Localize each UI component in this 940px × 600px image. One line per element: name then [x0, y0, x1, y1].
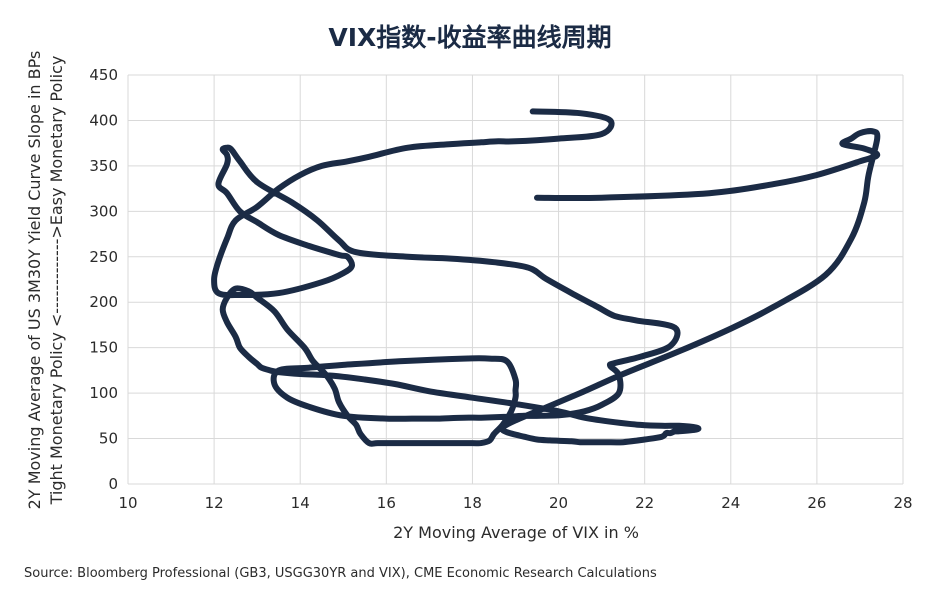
x-tick-label: 20 [549, 494, 568, 512]
vix-yield-curve-cycle-line [211, 108, 881, 447]
x-tick-label: 26 [807, 494, 826, 512]
x-tick-label: 24 [721, 494, 740, 512]
y-tick-label: 350 [89, 157, 118, 175]
x-tick-label: 10 [118, 494, 137, 512]
x-tick-label: 22 [635, 494, 654, 512]
y-tick-label: 100 [89, 384, 118, 402]
y-axis-title-line-2: Tight Monetary Policy <------------->Eas… [47, 56, 66, 506]
source-note: Source: Bloomberg Professional (GB3, USG… [24, 566, 657, 581]
y-axis-title-line-1: 2Y Moving Average of US 3M30Y Yield Curv… [25, 51, 44, 510]
y-tick-label: 250 [89, 248, 118, 266]
y-tick-label: 400 [89, 111, 118, 129]
x-tick-label: 14 [291, 494, 310, 512]
y-tick-label: 0 [108, 475, 118, 493]
y-tick-label: 450 [89, 66, 118, 84]
x-tick-label: 12 [205, 494, 224, 512]
chart-plot-area: 0 50 100 150 200 250 300 350 400 450 10 12 14 16 18 20 2… [25, 51, 913, 542]
y-tick-label: 50 [99, 430, 118, 448]
chart-title: VIX指数-收益率曲线周期 [328, 23, 612, 52]
x-tick-label: 18 [463, 494, 482, 512]
x-axis-title: 2Y Moving Average of VIX in % [393, 523, 639, 542]
chart-tick-labels: 0 50 100 150 200 250 300 350 400 450 10 12 14 16 18 20 2… [89, 66, 912, 512]
y-tick-label: 200 [89, 293, 118, 311]
y-tick-label: 150 [89, 339, 118, 357]
chart-grid [127, 74, 904, 485]
x-tick-label: 16 [377, 494, 396, 512]
y-tick-label: 300 [89, 202, 118, 220]
x-tick-label: 28 [893, 494, 912, 512]
